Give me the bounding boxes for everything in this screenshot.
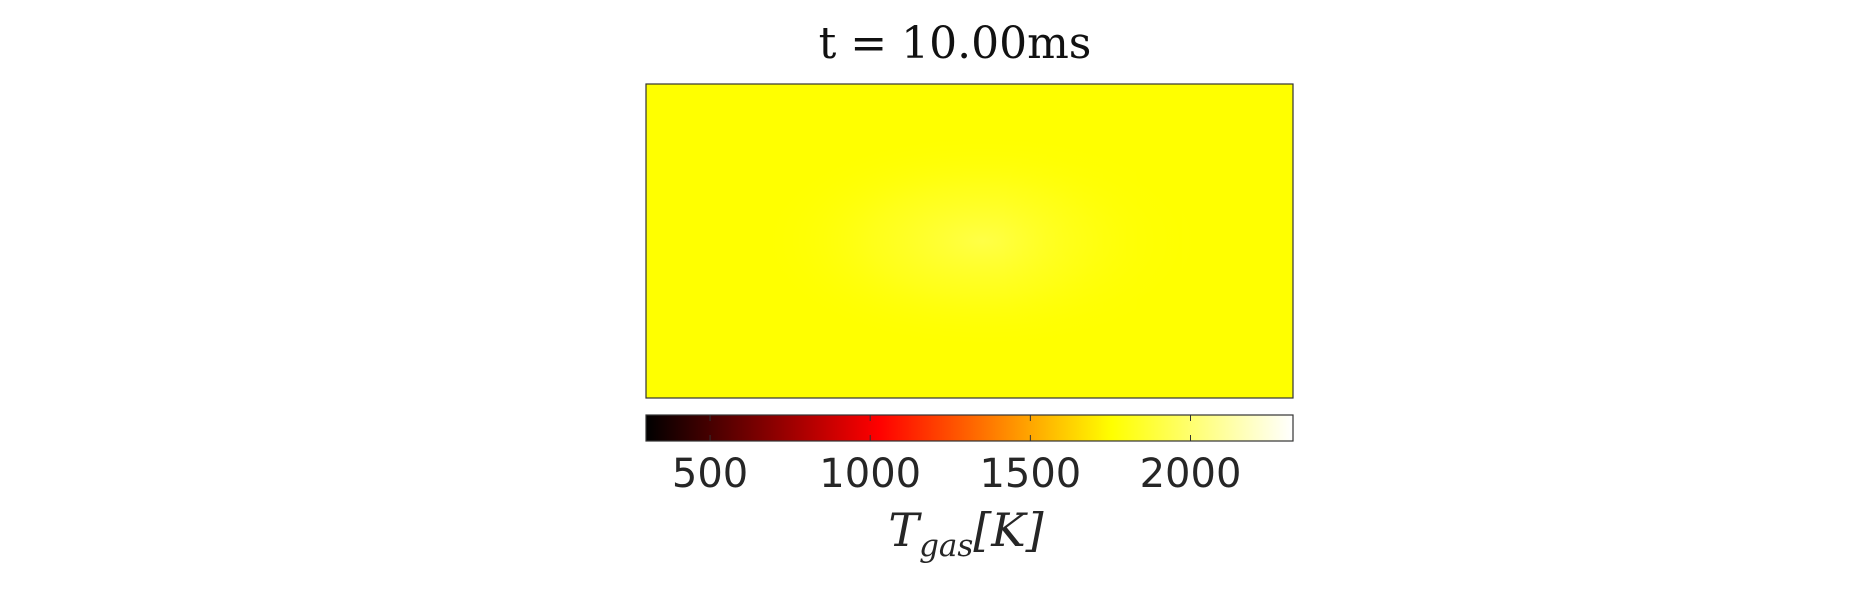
colorbar-ticks: 500 1000 1500 2000 <box>672 415 1242 497</box>
colorbar-label: Tgas[K] <box>888 503 1043 564</box>
colorbar: 500 1000 1500 2000 <box>645 414 1294 497</box>
colorbar-label-subscript: gas <box>919 528 973 564</box>
chart-title: t = 10.00ms <box>819 18 1092 69</box>
heatmap-frame <box>645 83 1294 399</box>
colorbar-label-symbol: T <box>888 503 922 557</box>
colorbar-tick-label: 1500 <box>979 451 1081 497</box>
colorbar-tick-label: 1000 <box>819 451 921 497</box>
colorbar-frame <box>645 414 1294 442</box>
heatmap-field <box>645 83 1294 399</box>
heatmap-cool-band <box>646 84 1293 398</box>
colorbar-tick-label: 500 <box>672 451 748 497</box>
colorbar-strip <box>646 415 1293 441</box>
colorbar-tick-label: 2000 <box>1140 451 1242 497</box>
colorbar-label-unit: [K] <box>973 503 1043 557</box>
